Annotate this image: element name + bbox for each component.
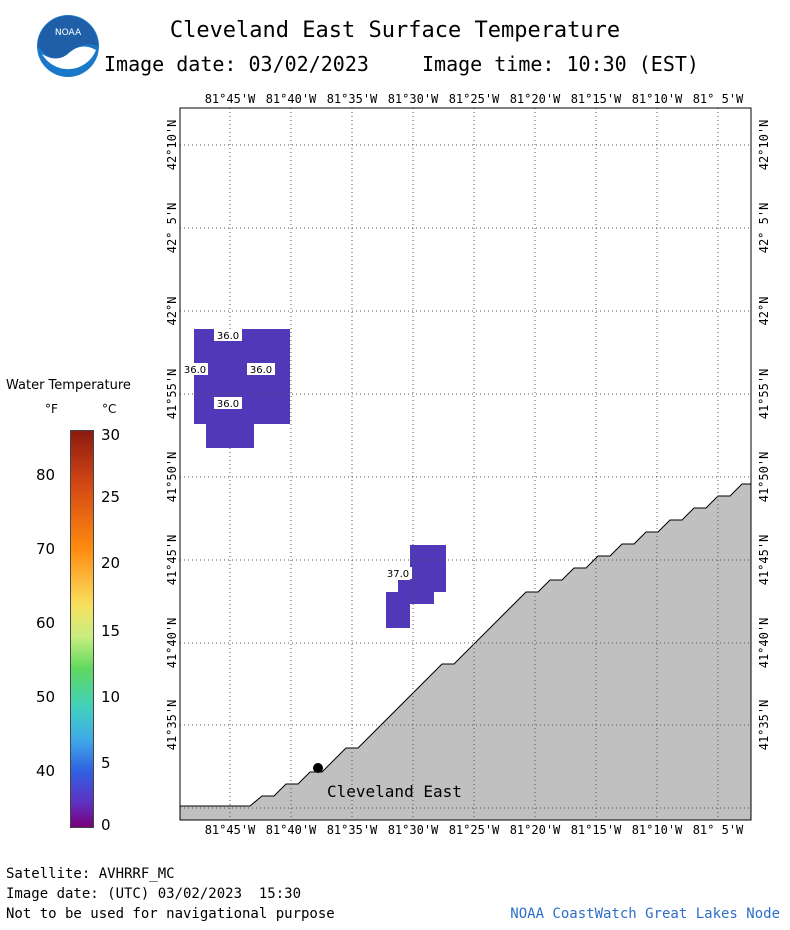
lon-label: 81°10'W [632,823,683,837]
legend-title: Water Temperature [6,378,131,393]
cell-value-label: 36.0 [184,365,206,376]
lon-labels-bottom: 81°45'W 81°40'W 81°35'W 81°30'W 81°25'W … [205,823,744,837]
land-area [179,483,752,821]
lon-label: 81°25'W [449,823,500,837]
lon-label: 81°45'W [205,92,256,106]
lon-labels-top: 81°45'W 81°40'W 81°35'W 81°30'W 81°25'W … [205,92,744,106]
lon-label: 81°30'W [388,823,439,837]
legend-tick-f: 40 [36,762,56,780]
cell-value-label: 36.0 [217,399,239,410]
lon-label: 81°20'W [510,823,561,837]
temperature-cells [194,329,446,628]
lat-label: 42°N [757,297,771,326]
lat-labels-left: 42°10'N 42° 5'N 42°N 41°55'N 41°50'N 41°… [165,120,179,751]
legend-unit-c: °C [102,402,117,416]
cell-label-box [182,363,208,375]
lon-label: 81°15'W [571,823,622,837]
temperature-cell-group-south [386,545,446,628]
lon-label: 81°30'W [388,92,439,106]
lat-label: 41°50'N [165,452,179,503]
lon-label: 81°35'W [327,823,378,837]
map-frame [179,107,752,821]
cell-value-labels: 36.0 36.0 36.0 36.0 37.0 [182,329,412,580]
footer-utc-date: Image date: (UTC) 03/02/2023 15:30 [6,886,302,902]
logo-text: NOAA [55,28,82,38]
legend-tick-c: 30 [101,426,121,444]
lat-label: 41°40'N [165,618,179,669]
footer-credit: NOAA CoastWatch Great Lakes Node [510,906,780,922]
lat-label: 41°35'N [165,700,179,751]
lat-label: 41°35'N [757,700,771,751]
page-title: Cleveland East Surface Temperature [169,18,621,43]
legend-tick-f: 50 [36,688,56,706]
image-time: Image time: 10:30 (EST) [422,52,699,76]
cell-label-box [247,363,275,375]
lon-label: 81°35'W [327,92,378,106]
noaa-logo: NOAA [37,15,99,77]
lat-label: 41°50'N [757,452,771,503]
cell-value-label: 36.0 [250,365,272,376]
temperature-cell-group-north [194,329,290,448]
cell-value-label: 37.0 [387,569,409,580]
lat-label: 41°45'N [757,535,771,586]
station-label: Cleveland East [327,782,462,801]
lon-label: 81°40'W [266,823,317,837]
cell-label-box [384,567,412,579]
temperature-colorbar [70,430,94,828]
lon-label: 81°40'W [266,92,317,106]
lat-label: 42° 5'N [165,203,179,254]
lat-label: 42°N [165,297,179,326]
lat-label: 42°10'N [757,120,771,171]
lat-label: 42°10'N [165,120,179,171]
legend-tick-c: 25 [101,488,121,506]
legend-tick-f: 60 [36,614,56,632]
legend-tick-f: 80 [36,466,56,484]
graticule [180,108,751,820]
cell-label-box [214,397,242,409]
legend-tick-c: 5 [101,754,111,772]
lon-label: 81°15'W [571,92,622,106]
legend-tick-f: 70 [36,540,56,558]
footer-satellite: Satellite: AVHRRF_MC [6,866,175,882]
lat-labels-right: 42°10'N 42° 5'N 42°N 41°55'N 41°50'N 41°… [757,120,771,751]
lon-label: 81°10'W [632,92,683,106]
image-date: Image date: 03/02/2023 [104,52,369,76]
lon-label: 81°20'W [510,92,561,106]
lon-label: 81° 5'W [693,92,744,106]
lat-label: 41°45'N [165,535,179,586]
lon-label: 81° 5'W [693,823,744,837]
cell-label-box [214,329,242,341]
lat-label: 42° 5'N [757,203,771,254]
lat-label: 41°55'N [165,369,179,420]
footer-disclaimer: Not to be used for navigational purpose [6,906,335,922]
lat-label: 41°55'N [757,369,771,420]
legend-tick-c: 0 [101,816,111,834]
legend-tick-c: 10 [101,688,121,706]
lat-label: 41°40'N [757,618,771,669]
legend-tick-c: 15 [101,622,121,640]
lon-label: 81°25'W [449,92,500,106]
lon-label: 81°45'W [205,823,256,837]
legend-tick-c: 20 [101,554,121,572]
station-marker [313,763,323,773]
cell-value-label: 36.0 [217,331,239,342]
legend-unit-f: °F [45,402,58,416]
